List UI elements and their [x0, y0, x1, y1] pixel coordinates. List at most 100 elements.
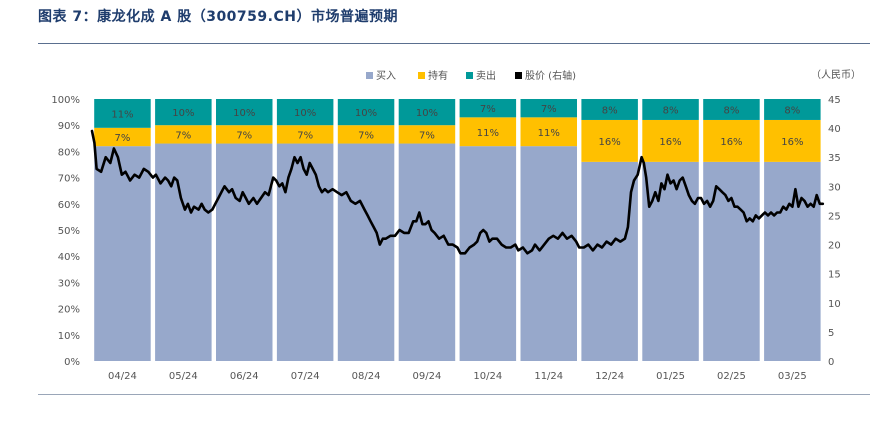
bar-value-label: 16%: [720, 137, 742, 148]
legend-label: 买入: [376, 70, 396, 82]
x-axis: 04/24 05/24 06/24 07/24 08/24 09/24 10/24 11/24…: [108, 371, 807, 382]
right-tick-label: 30: [828, 182, 841, 193]
bar-sell: [764, 99, 821, 120]
right-tick-label: 20: [828, 241, 841, 252]
left-tick-label: 70%: [58, 174, 80, 185]
x-tick-label: 04/24: [108, 371, 137, 382]
bar-buy: [276, 143, 334, 361]
figure-title: 图表 7：康龙化成 A 股（300759.CH）市场普遍预期: [38, 9, 398, 25]
x-tick-label: 06/24: [230, 371, 259, 382]
bar-hold: [398, 125, 456, 144]
title-rule: [38, 43, 870, 44]
bar-sell: [703, 99, 760, 120]
bar-sell: [398, 99, 456, 126]
right-tick-label: 40: [828, 124, 841, 135]
x-tick-label: 10/24: [473, 371, 502, 382]
price-line: [90, 129, 825, 255]
bar-hold: [703, 119, 760, 162]
bar-value-label: 10%: [294, 108, 316, 119]
bar-value-label: 7%: [297, 130, 313, 141]
x-tick-label: 09/24: [413, 371, 442, 382]
left-tick-label: 90%: [58, 121, 80, 132]
bar-buy: [703, 161, 760, 361]
bar-hold: [764, 119, 821, 162]
right-tick-label: 10: [828, 299, 841, 310]
legend-label: 股价 (右轴): [525, 69, 576, 82]
bar-group: [94, 99, 821, 361]
bar-buy: [764, 161, 821, 361]
left-tick-label: 0%: [64, 357, 80, 368]
bar-value-label: 10%: [172, 108, 194, 119]
left-tick-label: 20%: [58, 305, 80, 316]
left-tick-label: 100%: [51, 95, 80, 106]
bar-label-group: 7% 11% 7% 10% 7% 10% 7% 10% 7% 10% 7% 10% 11% 7% 11% 7%…: [111, 104, 803, 148]
bar-value-label: 8%: [602, 105, 618, 116]
bar-hold: [642, 119, 699, 162]
bar-value-label: 7%: [236, 130, 252, 141]
bar-buy: [337, 143, 395, 361]
bar-hold: [216, 125, 273, 144]
bar-hold: [520, 117, 577, 147]
bar-sell: [216, 99, 273, 126]
bar-buy: [642, 161, 699, 361]
bar-value-label: 16%: [781, 137, 803, 148]
bar-value-label: 7%: [358, 130, 374, 141]
bar-value-label: 11%: [111, 109, 133, 120]
legend-label: 卖出: [476, 69, 496, 82]
right-tick-label: 15: [828, 270, 841, 281]
bar-value-label: 8%: [663, 105, 679, 116]
bar-value-label: 7%: [175, 130, 191, 141]
legend-swatch: [418, 72, 425, 79]
bar-sell: [520, 99, 577, 118]
left-tick-label: 80%: [58, 147, 80, 158]
right-tick-label: 45: [828, 95, 841, 106]
x-tick-label: 01/25: [656, 371, 685, 382]
chart-legend: 买入 持有 卖出 股价 (右轴): [366, 69, 576, 82]
bar-buy: [398, 143, 456, 361]
legend-swatch: [466, 72, 473, 79]
bottom-rule: [38, 394, 870, 395]
bar-buy: [155, 143, 212, 361]
bar-value-label: 11%: [538, 128, 560, 139]
bar-buy: [94, 146, 151, 361]
bar-value-label: 16%: [659, 137, 681, 148]
right-axis: 0 5 10 15 20 25 30 35 40 45: [828, 95, 841, 368]
bar-value-label: 7%: [419, 130, 435, 141]
price-line-group: [90, 129, 825, 255]
bar-hold: [459, 117, 517, 147]
bar-sell: [459, 99, 517, 118]
bar-buy: [581, 161, 638, 361]
x-tick-label: 12/24: [595, 371, 624, 382]
bar-hold: [337, 125, 395, 144]
bar-value-label: 11%: [477, 128, 499, 139]
left-tick-label: 60%: [58, 200, 80, 211]
bar-value-label: 8%: [724, 105, 740, 116]
legend-swatch: [515, 72, 522, 79]
right-tick-label: 25: [828, 211, 841, 222]
bar-sell: [276, 99, 334, 126]
left-tick-label: 30%: [58, 278, 80, 289]
bar-value-label: 8%: [784, 105, 800, 116]
left-tick-label: 40%: [58, 252, 80, 263]
bar-value-label: 7%: [115, 133, 131, 144]
right-tick-label: 5: [828, 328, 834, 339]
x-tick-label: 03/25: [778, 371, 807, 382]
right-tick-label: 35: [828, 153, 841, 164]
bar-value-label: 10%: [355, 108, 377, 119]
x-tick-label: 02/25: [717, 371, 746, 382]
left-tick-label: 10%: [58, 331, 80, 342]
bar-buy: [459, 146, 517, 361]
bar-buy: [216, 143, 273, 361]
bar-value-label: 7%: [480, 104, 496, 115]
bar-value-label: 16%: [599, 137, 621, 148]
left-axis: 0% 10% 20% 30% 40% 50% 60% 70% 80% 90% 100%: [51, 95, 80, 368]
bar-sell: [337, 99, 395, 126]
bar-hold: [276, 125, 334, 144]
right-tick-label: 0: [828, 357, 834, 368]
legend-label: 持有: [428, 69, 448, 82]
bar-hold: [581, 119, 638, 162]
bar-value-label: 7%: [541, 104, 557, 115]
bar-value-label: 10%: [233, 108, 255, 119]
x-tick-label: 08/24: [352, 371, 381, 382]
